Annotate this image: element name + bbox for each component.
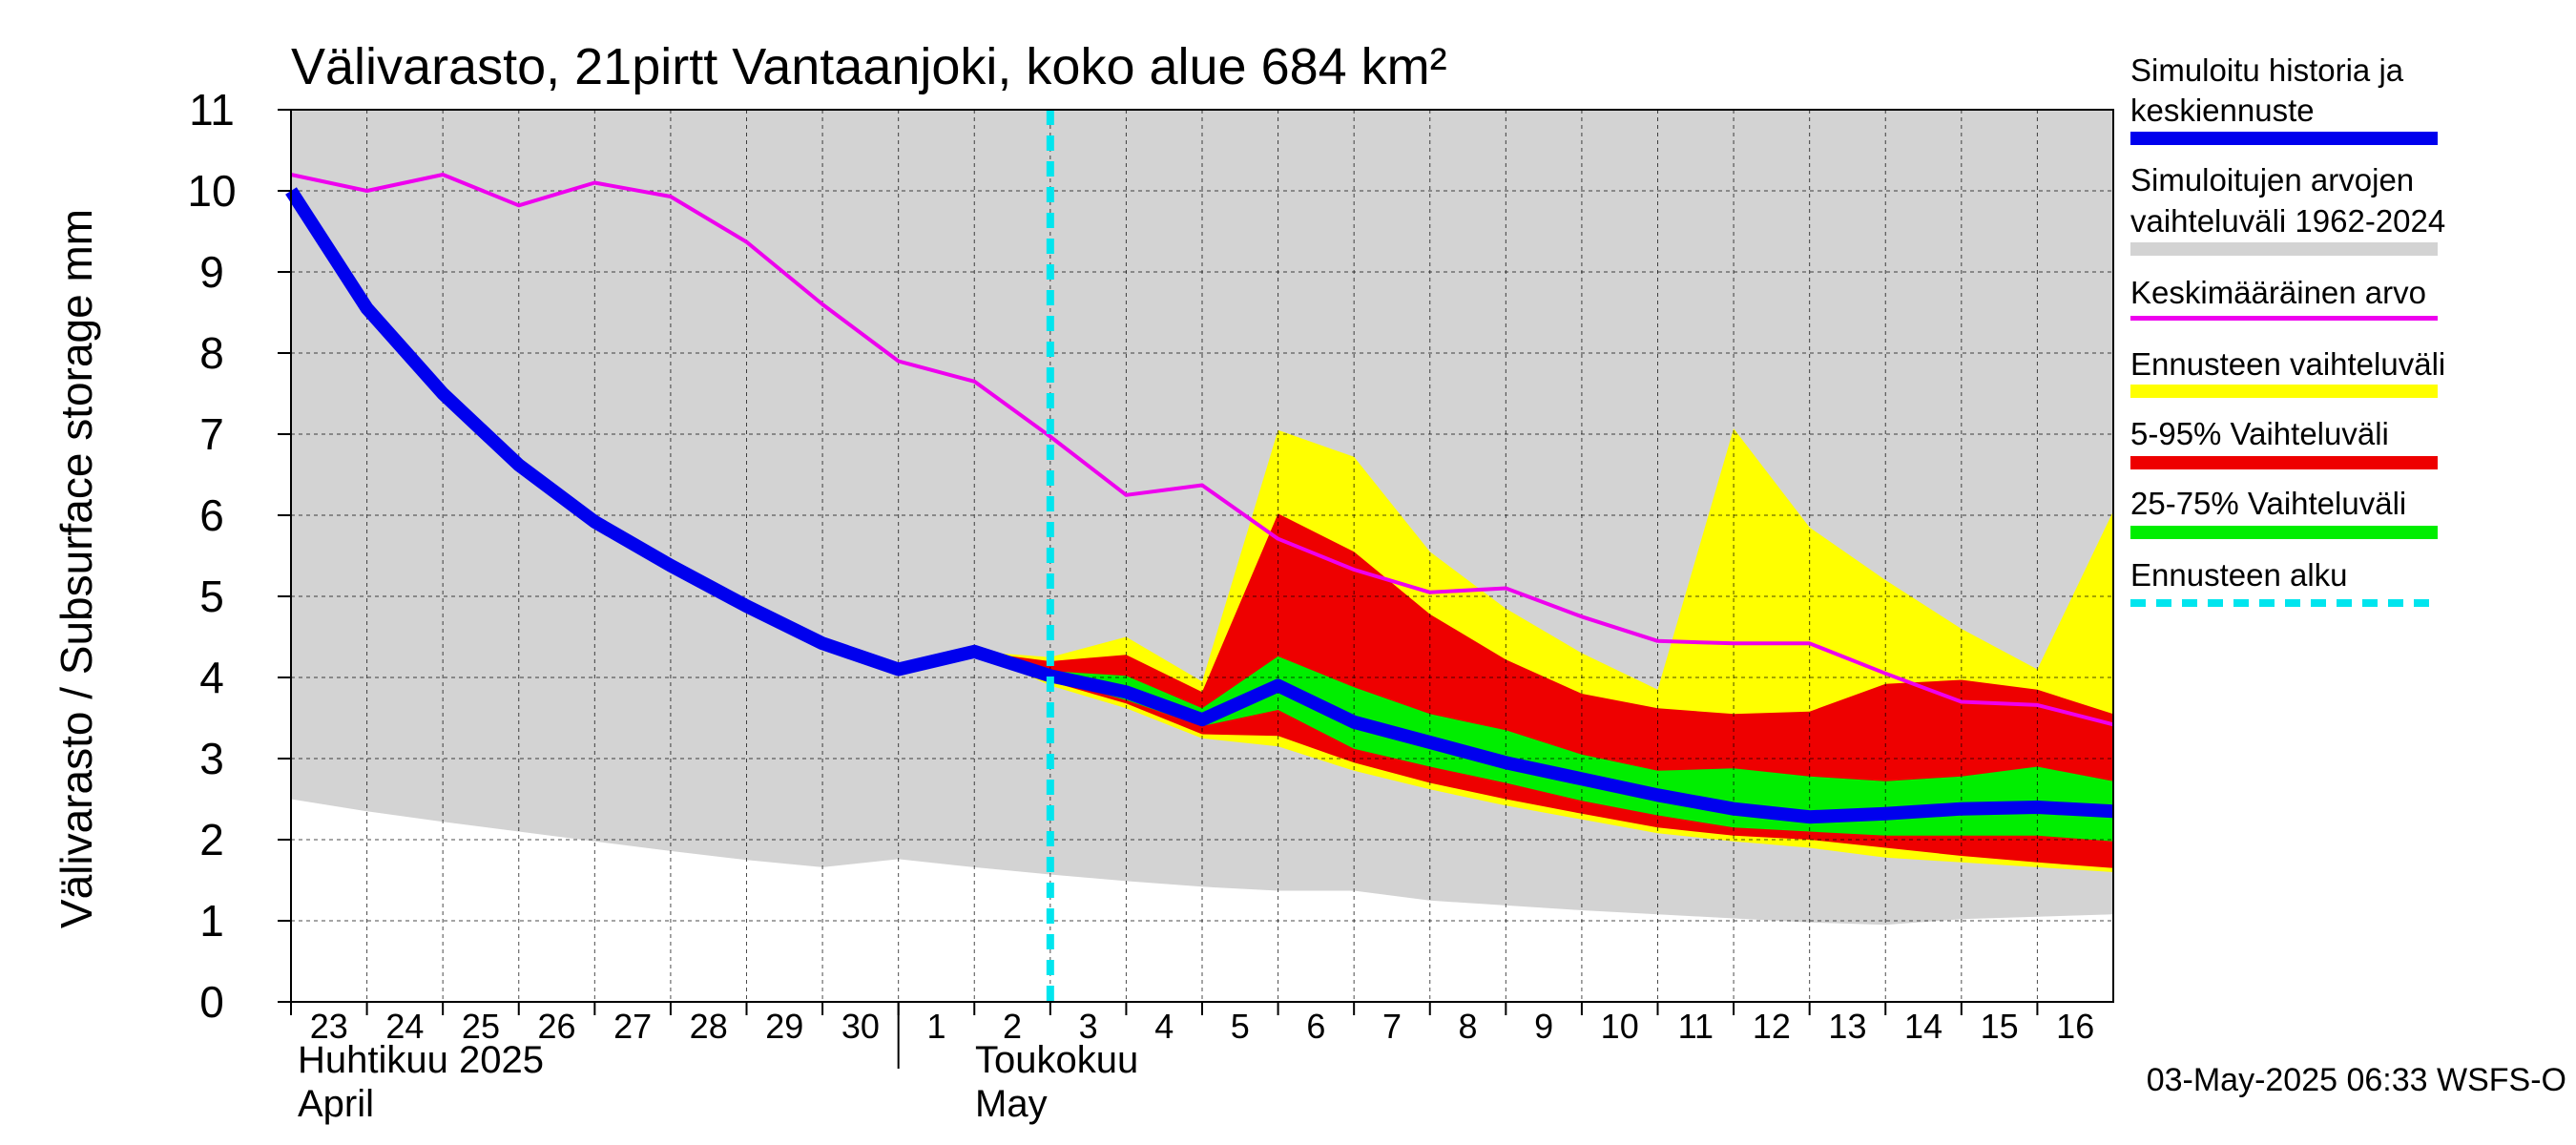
legend-label-p5-95: 5-95% Vaihteluväli xyxy=(2130,416,2389,451)
simulated-median-line xyxy=(285,187,2114,824)
y-tick-label: 0 xyxy=(199,977,224,1027)
legend-label-forecast-range: Ennusteen vaihteluväli xyxy=(2130,346,2445,382)
chart-title: Välivarasto, 21pirtt Vantaanjoki, koko a… xyxy=(291,38,1447,95)
legend-label-range-1: Simuloitujen arvojen xyxy=(2130,162,2414,198)
grid xyxy=(291,110,2113,1002)
y-tick-label: 6 xyxy=(199,490,224,540)
legend-swatch-p5-95 xyxy=(2130,456,2438,469)
legend-swatch-mean xyxy=(2130,316,2438,321)
month-label-april-line1: Huhtikuu 2025 xyxy=(298,1039,544,1081)
legend-label-range-2: vaihteluväli 1962-2024 xyxy=(2130,203,2445,239)
y-tick-label: 5 xyxy=(199,572,224,621)
legend-label-simulated-2: keskiennuste xyxy=(2130,93,2315,128)
x-tick-label: 29 xyxy=(765,1007,803,1046)
x-tick-label: 12 xyxy=(1753,1007,1791,1046)
x-tick-label: 27 xyxy=(613,1007,652,1046)
legend-label-p25-75: 25-75% Vaihteluväli xyxy=(2130,486,2406,521)
lines xyxy=(285,110,2114,1002)
legend-label-mean: Keskimääräinen arvo xyxy=(2130,275,2426,310)
x-tick-label: 26 xyxy=(538,1007,576,1046)
mean-line xyxy=(290,173,2114,727)
x-tick-label: 9 xyxy=(1534,1007,1553,1046)
y-tick-label: 10 xyxy=(187,166,236,216)
legend-swatch-p25-75 xyxy=(2130,526,2438,539)
legend: Simuloitu historia ja keskiennuste Simul… xyxy=(2130,52,2445,607)
x-tick-label: 13 xyxy=(1828,1007,1866,1046)
x-tick-label: 6 xyxy=(1306,1007,1325,1046)
x-tick-label: 1 xyxy=(926,1007,945,1046)
y-ticks: 0 1 2 3 4 5 6 7 8 9 10 11 xyxy=(187,85,291,1027)
y-axis-label: Välivarasto / Subsurface storage mm xyxy=(52,209,101,928)
x-tick-label: 10 xyxy=(1601,1007,1639,1046)
y-tick-label: 1 xyxy=(199,896,224,946)
month-label-may-line2: May xyxy=(975,1083,1048,1125)
x-tick-label: 2 xyxy=(1003,1007,1022,1046)
x-ticks: 23 24 25 26 27 28 29 30 1 2 3 4 5 6 7 8 9 10 11 12 13 14 15 16 xyxy=(290,1002,2094,1069)
y-tick-label: 7 xyxy=(199,409,224,459)
legend-swatch-simulated xyxy=(2130,132,2438,145)
y-tick-label: 8 xyxy=(199,328,224,378)
legend-label-forecast-start: Ennusteen alku xyxy=(2130,557,2348,593)
x-tick-label: 8 xyxy=(1459,1007,1478,1046)
x-tick-label: 15 xyxy=(1981,1007,2019,1046)
x-tick-label: 24 xyxy=(385,1007,424,1046)
y-tick-label: 3 xyxy=(199,734,224,783)
month-label-april-line2: April xyxy=(298,1083,374,1125)
x-tick-label: 28 xyxy=(690,1007,728,1046)
legend-label-simulated-1: Simuloitu historia ja xyxy=(2130,52,2404,88)
y-tick-label: 2 xyxy=(199,815,224,864)
x-tick-label: 4 xyxy=(1154,1007,1174,1046)
x-tick-label: 5 xyxy=(1231,1007,1250,1046)
x-tick-label: 16 xyxy=(2056,1007,2094,1046)
x-tick-label: 11 xyxy=(1678,1007,1714,1046)
x-tick-label: 23 xyxy=(310,1007,348,1046)
x-tick-label: 14 xyxy=(1904,1007,1942,1046)
y-tick-label: 9 xyxy=(199,247,224,297)
x-tick-label: 25 xyxy=(462,1007,500,1046)
y-tick-label: 11 xyxy=(189,85,235,135)
month-label-may-line1: Toukokuu xyxy=(975,1039,1138,1081)
x-tick-label: 7 xyxy=(1382,1007,1402,1046)
footer-timestamp: 03-May-2025 06:33 WSFS-O xyxy=(2147,1062,2566,1098)
legend-swatch-range xyxy=(2130,242,2438,256)
x-tick-label: 3 xyxy=(1079,1007,1098,1046)
x-tick-label: 30 xyxy=(841,1007,880,1046)
y-tick-label: 4 xyxy=(199,653,224,702)
legend-swatch-forecast-range xyxy=(2130,385,2438,398)
